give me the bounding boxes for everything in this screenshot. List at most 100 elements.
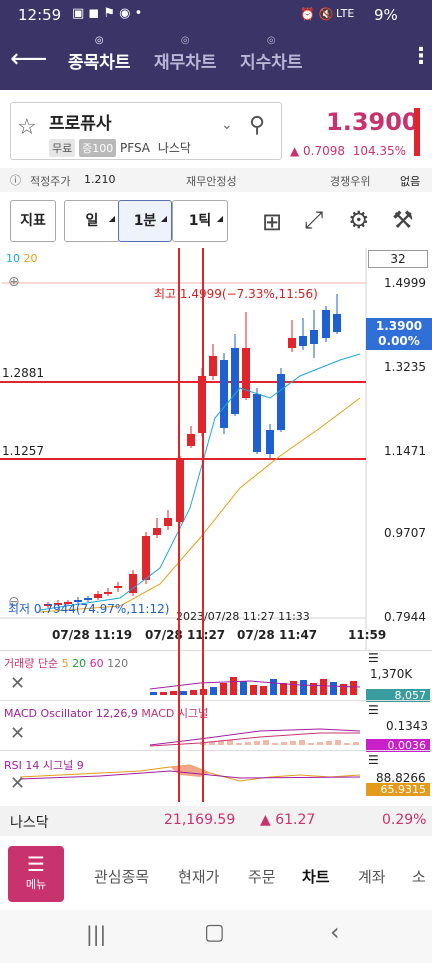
nav-chart[interactable]: 차트 xyxy=(302,868,330,886)
nasdaq-change-value: 61.27 xyxy=(275,812,316,828)
status-lte: LTE xyxy=(336,7,355,20)
grid-layout-icon[interactable]: ⊞ xyxy=(262,208,283,236)
y-tick-3: 1.1471 xyxy=(384,444,426,458)
candle-body xyxy=(142,536,150,580)
macd-bar xyxy=(263,740,269,745)
zoom-in-icon[interactable]: ⊕ xyxy=(8,274,20,290)
tab-icon: ◎ xyxy=(266,35,276,46)
nav-account[interactable]: 계좌 xyxy=(358,868,386,886)
indicator-button[interactable]: 지표 xyxy=(10,200,56,242)
change-value: 0.7098 xyxy=(303,144,346,158)
search-icon[interactable]: ⚲ xyxy=(249,113,266,138)
fullscreen-icon[interactable]: ⤢ xyxy=(304,206,324,234)
close-icon[interactable]: ✕ xyxy=(10,723,26,744)
app-bar: ⟵ ◎ 종목차트 ◎ 재무차트 ◎ 지수차트 ⋮ xyxy=(0,32,432,90)
candle-body xyxy=(74,600,82,602)
margin-badge: 증100 xyxy=(79,139,117,157)
crosshair-line-1 xyxy=(178,248,180,802)
macd-line xyxy=(149,728,361,746)
change-pct: 104.35% xyxy=(352,144,407,158)
help-icon[interactable]: ⓘ xyxy=(10,174,21,187)
tab-stock-chart[interactable]: ◎ 종목차트 xyxy=(68,35,131,73)
nav-watchlist[interactable]: 관심종목 xyxy=(94,868,150,886)
tick-button[interactable]: 1틱 ◢ xyxy=(172,200,228,242)
stock-name: 프로퓨사 xyxy=(49,114,112,134)
zoom-out-icon[interactable]: ⊖ xyxy=(8,594,20,610)
volume-bar xyxy=(350,681,357,695)
volume-bar xyxy=(230,677,237,695)
candle-body xyxy=(164,518,172,526)
minute-button[interactable]: 1분 ◢ xyxy=(118,200,172,242)
candle-body xyxy=(266,430,274,454)
ma10-line xyxy=(39,353,361,611)
rsi-signal-line xyxy=(19,770,361,780)
nasdaq-value: 21,169.59 xyxy=(164,812,236,828)
rsi-panel[interactable]: RSI 14 시그널 9 ✕ ☰ 88.8266 65.9315 xyxy=(0,750,432,802)
count-box[interactable]: 32 xyxy=(368,250,428,268)
vol-ma5: 5 xyxy=(61,657,69,670)
ma20-line xyxy=(39,397,361,613)
nasdaq-row[interactable]: 나스닥 21,169.59 ▲ 61.27 0.29% xyxy=(0,806,432,836)
home-icon[interactable]: ▢ xyxy=(204,920,225,945)
close-icon[interactable]: ✕ xyxy=(10,673,26,694)
y-tick-1: 1.4999 xyxy=(384,276,426,290)
corner-triangle-icon: ◢ xyxy=(160,214,167,223)
candle-body xyxy=(220,360,228,428)
nav-current-price[interactable]: 현재가 xyxy=(178,868,220,886)
volume-legend: 거래량 단순 5 20 60 120 xyxy=(4,655,128,671)
corner-triangle-icon: ◢ xyxy=(216,214,223,223)
recent-apps-icon[interactable]: ||| xyxy=(86,922,107,946)
status-time: 12:59 xyxy=(18,6,62,24)
ma20-label: 20 xyxy=(23,252,38,265)
favorite-star-icon[interactable]: ☆ xyxy=(17,115,37,140)
back-icon[interactable]: ‹ xyxy=(330,918,340,946)
corner-triangle-icon: ◢ xyxy=(108,214,115,223)
day-button[interactable]: 일 ◢ xyxy=(64,200,120,242)
tab-finance-chart[interactable]: ◎ 재무차트 xyxy=(154,35,217,73)
candle-body xyxy=(209,356,217,376)
high-annotation: 최고 1.4999(−7.33%,11:56) xyxy=(154,287,318,301)
volume-bar xyxy=(320,679,327,695)
volume-ma-line xyxy=(149,680,361,690)
x-tick-2: 07/28 11:27 xyxy=(145,628,226,642)
panel-menu-icon[interactable]: ☰ xyxy=(368,703,379,717)
settings-gear-icon[interactable]: ⚙ xyxy=(348,206,370,234)
menu-button[interactable]: ☰ 메뉴 xyxy=(8,846,64,902)
volume-bar xyxy=(250,685,257,695)
chevron-down-icon[interactable]: ⌄ xyxy=(221,117,233,133)
macd-bar xyxy=(218,741,224,745)
tab-label: 지수차트 xyxy=(240,53,303,73)
y-tick-5: 0.7944 xyxy=(384,610,426,624)
nav-more[interactable]: 소 xyxy=(412,868,426,886)
price-box-value: 1.3900 xyxy=(375,319,423,333)
tools-icon[interactable]: ⚒ xyxy=(392,206,414,234)
macd-panel[interactable]: MACD Oscillator 12,26,9 MACD 시그널 ✕ ☰ 0.1… xyxy=(0,700,432,752)
volume-bar xyxy=(330,682,337,695)
candle-chart[interactable] xyxy=(0,248,432,650)
chart-area[interactable]: 10 20 ⊕ ⊖ 32 최고 1.4999(−7.33%,11:56) 최저 … xyxy=(0,248,432,650)
stock-selector[interactable]: ☆ 프로퓨사 무료 증100 PFSA 나스닥 ⌄ ⚲ xyxy=(10,102,282,160)
panel-menu-icon[interactable]: ☰ xyxy=(368,651,379,665)
macd-bar xyxy=(335,740,341,745)
candle-body xyxy=(94,594,102,598)
tab-label: 재무차트 xyxy=(154,53,217,73)
candle-body xyxy=(322,310,330,338)
candle-body xyxy=(187,434,195,446)
vol-ma60: 60 xyxy=(89,657,104,670)
nasdaq-pct: 0.29% xyxy=(382,812,427,828)
candle-body xyxy=(299,336,307,346)
nav-order[interactable]: 주문 xyxy=(248,868,276,886)
rsi-value: 65.9315 xyxy=(366,783,430,796)
volume-panel[interactable]: 거래량 단순 5 20 60 120 ✕ ☰ 1,370K 8,057 xyxy=(0,650,432,702)
macd-top: 0.1343 xyxy=(386,719,428,733)
macd-legend: MACD Oscillator 12,26,9 MACD 시그널 xyxy=(4,705,208,721)
candle-body xyxy=(84,598,92,600)
back-arrow-icon[interactable]: ⟵ xyxy=(10,44,48,74)
tab-index-chart[interactable]: ◎ 지수차트 xyxy=(240,35,303,73)
volume-bar xyxy=(290,681,297,695)
hline-2-label: 1.1257 xyxy=(2,444,44,458)
more-menu-icon[interactable]: ⋮ xyxy=(410,44,432,69)
panel-menu-icon[interactable]: ☰ xyxy=(368,753,379,767)
close-icon[interactable]: ✕ xyxy=(10,773,26,794)
volume-bar xyxy=(180,691,187,695)
